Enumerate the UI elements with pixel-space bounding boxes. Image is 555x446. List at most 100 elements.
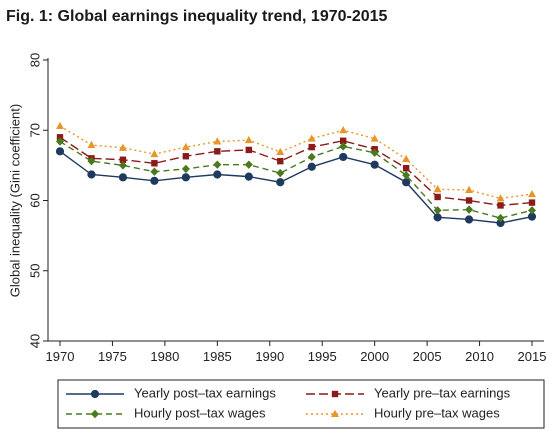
data-point xyxy=(402,154,411,163)
x-tick-label: 1985 xyxy=(203,349,232,364)
chart-series xyxy=(55,121,537,228)
data-point xyxy=(340,137,347,144)
data-point xyxy=(181,164,190,174)
figure-title: Fig. 1: Global earnings inequality trend… xyxy=(6,8,388,25)
legend-box xyxy=(57,379,545,429)
data-point xyxy=(276,168,285,178)
y-tick-label: 70 xyxy=(27,123,42,137)
data-point xyxy=(118,173,128,182)
data-point xyxy=(118,161,127,170)
data-point xyxy=(118,143,127,151)
y-tick-label: 40 xyxy=(27,334,42,348)
data-point xyxy=(496,194,505,202)
legend-label: Hourly pre–tax wages xyxy=(374,405,500,420)
y-axis-label: Global inequality (Gini coefficient) xyxy=(7,104,22,297)
data-point xyxy=(402,171,411,180)
legend-marker xyxy=(91,409,99,419)
data-point xyxy=(87,170,96,179)
data-point xyxy=(276,178,285,187)
data-point xyxy=(402,178,411,187)
data-point xyxy=(244,135,253,144)
data-point xyxy=(496,213,505,223)
data-point xyxy=(307,134,316,142)
y-tick-label: 60 xyxy=(27,193,42,207)
legend-label: Yearly post–tax earnings xyxy=(134,385,276,400)
data-point xyxy=(402,164,410,172)
data-point xyxy=(55,147,65,156)
data-point xyxy=(276,147,285,156)
legend-item: Hourly pre–tax wages xyxy=(306,405,500,420)
data-point xyxy=(119,156,127,163)
legend-marker xyxy=(90,389,100,399)
data-point xyxy=(370,160,379,169)
data-point xyxy=(308,143,315,151)
data-point xyxy=(339,142,348,151)
data-point xyxy=(244,160,253,169)
data-point xyxy=(464,215,474,224)
data-point xyxy=(465,185,474,193)
series-1 xyxy=(55,147,537,228)
data-point xyxy=(465,197,473,204)
data-point xyxy=(245,146,252,154)
data-point xyxy=(497,202,504,209)
data-point xyxy=(56,121,64,130)
data-point xyxy=(528,189,536,198)
legend-item: Yearly post–tax earnings xyxy=(66,385,276,400)
legend-marker xyxy=(331,409,339,417)
data-point xyxy=(56,134,64,141)
data-point xyxy=(339,126,348,134)
data-point xyxy=(214,148,221,155)
data-point xyxy=(528,206,536,215)
data-point xyxy=(150,149,159,158)
x-tick-label: 1990 xyxy=(255,349,284,364)
data-point xyxy=(213,170,222,179)
chart-ticks: 40 50 60 70 80 1970 1975 1980 1985 1990 1995 2000 20… xyxy=(27,53,546,364)
data-point xyxy=(87,156,96,166)
data-point xyxy=(213,137,222,145)
series-4 xyxy=(56,121,536,202)
data-point xyxy=(370,148,379,157)
data-point xyxy=(433,206,442,215)
chart-legend: Yearly post–tax earnings Yearly pre–tax e… xyxy=(57,379,545,429)
x-tick-label: 2005 xyxy=(413,349,442,364)
data-point xyxy=(150,176,159,185)
data-point xyxy=(182,153,190,160)
data-point xyxy=(465,205,474,214)
x-tick-label: 1995 xyxy=(308,349,337,364)
data-point xyxy=(277,157,284,165)
data-point xyxy=(181,142,190,151)
data-point xyxy=(433,185,442,193)
series-line xyxy=(59,125,533,200)
x-tick-label: 2015 xyxy=(518,349,547,364)
data-point xyxy=(434,193,441,201)
data-point xyxy=(150,167,159,176)
x-tick-label: 1980 xyxy=(150,349,179,364)
legend-label: Hourly post–tax wages xyxy=(134,405,266,420)
legend-item: Yearly pre–tax earnings xyxy=(306,385,511,400)
data-point xyxy=(307,162,316,171)
data-point xyxy=(87,140,96,149)
data-point xyxy=(433,213,442,222)
data-point xyxy=(56,137,64,146)
x-tick-label: 2010 xyxy=(465,349,494,364)
legend-label: Yearly pre–tax earnings xyxy=(374,385,511,400)
data-point xyxy=(244,172,253,181)
x-tick-label: 2000 xyxy=(360,349,389,364)
x-tick-label: 1970 xyxy=(46,349,75,364)
chart-axes xyxy=(47,58,544,342)
series-line xyxy=(59,136,533,207)
data-point xyxy=(151,160,158,167)
y-tick-label: 50 xyxy=(27,264,42,278)
series-line xyxy=(59,150,533,224)
legend-marker xyxy=(331,390,339,398)
data-point xyxy=(339,152,348,162)
series-line xyxy=(59,140,533,219)
data-point xyxy=(370,134,379,142)
x-tick-label: 1975 xyxy=(98,349,127,364)
data-point xyxy=(213,160,222,169)
y-tick-label: 80 xyxy=(27,53,42,67)
data-point xyxy=(181,173,190,182)
legend-item: Hourly post–tax wages xyxy=(66,405,266,420)
data-point xyxy=(307,152,316,162)
